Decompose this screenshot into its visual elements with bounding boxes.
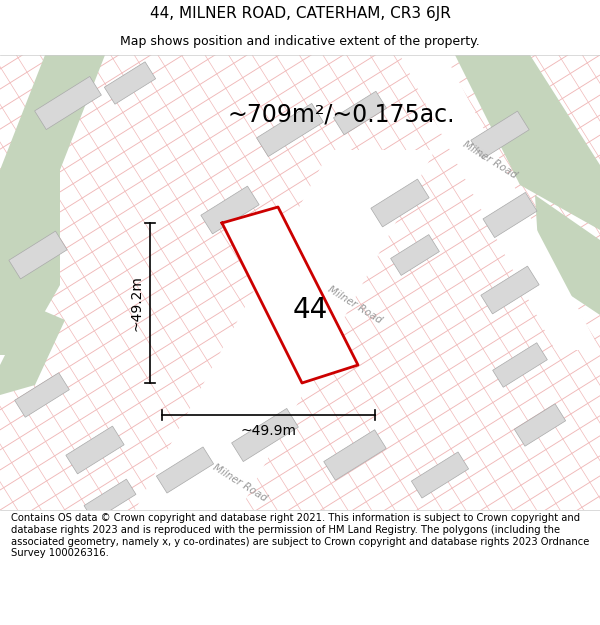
Polygon shape (481, 266, 539, 314)
Polygon shape (471, 111, 529, 159)
Polygon shape (391, 234, 439, 276)
Polygon shape (157, 447, 214, 493)
Text: ~49.9m: ~49.9m (241, 424, 296, 438)
Polygon shape (535, 195, 600, 315)
Polygon shape (412, 452, 469, 498)
Text: Map shows position and indicative extent of the property.: Map shows position and indicative extent… (120, 35, 480, 48)
Polygon shape (0, 305, 65, 395)
Text: Milner Road: Milner Road (326, 284, 384, 326)
Text: 44, MILNER ROAD, CATERHAM, CR3 6JR: 44, MILNER ROAD, CATERHAM, CR3 6JR (149, 6, 451, 21)
Polygon shape (84, 479, 136, 521)
Polygon shape (9, 231, 67, 279)
Polygon shape (400, 55, 600, 350)
Polygon shape (14, 372, 70, 418)
Polygon shape (232, 409, 298, 461)
Text: 44: 44 (292, 296, 328, 324)
Polygon shape (66, 426, 124, 474)
Polygon shape (334, 91, 386, 135)
Polygon shape (135, 150, 435, 510)
Polygon shape (0, 55, 105, 355)
Polygon shape (201, 186, 259, 234)
Polygon shape (324, 430, 386, 480)
Polygon shape (493, 342, 547, 388)
Polygon shape (371, 179, 429, 227)
Text: ~709m²/~0.175ac.: ~709m²/~0.175ac. (228, 102, 455, 126)
Polygon shape (257, 104, 323, 156)
Text: Milner Road: Milner Road (211, 462, 269, 504)
Polygon shape (35, 76, 101, 129)
Text: ~49.2m: ~49.2m (129, 275, 143, 331)
Text: Contains OS data © Crown copyright and database right 2021. This information is : Contains OS data © Crown copyright and d… (11, 514, 589, 558)
Polygon shape (104, 62, 155, 104)
Polygon shape (514, 404, 566, 446)
Polygon shape (222, 207, 358, 383)
Text: Milner Road: Milner Road (461, 139, 519, 181)
Polygon shape (455, 55, 600, 230)
Polygon shape (483, 192, 537, 238)
